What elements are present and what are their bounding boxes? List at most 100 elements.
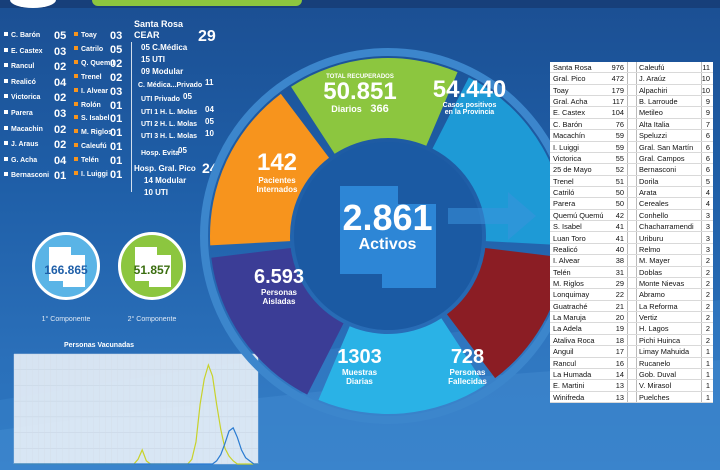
mid-list-item: I. Luiggi 01 [74,169,130,184]
privado-label: C. Médica...Privado [138,82,203,89]
muestras-line-1: Muestras [341,368,378,377]
locality-table: Santa Rosa 976 Caleufú 11 Gral. Pico 472 J. Ar… [550,62,713,403]
table-row: Toay 179 Alpachiri 10 [550,85,713,97]
table-left-name: Winifreda [553,392,585,402]
positivos-segment: 54.440 Casos positivos en la Provincia [412,78,527,117]
left-list-value: 01 [54,170,67,183]
bullet-icon [4,47,8,52]
table-right-value: 2 [705,324,710,334]
table-right-value: 11 [702,63,710,72]
table-left-name: Quemú Quemú [553,210,604,220]
left-list-name: E. Castex [11,47,43,55]
table-row: C. Barón 76 Alta Italia 7 [550,119,713,131]
table-left-name: S. Isabel [553,222,582,232]
table-left-value: 76 [615,119,624,129]
table-left-value: 31 [615,267,624,277]
table-divider [701,62,702,403]
component-1-circle: 166.865 [32,232,100,300]
table-left-value: 16 [615,358,624,368]
table-right-name: Monte Nievas [639,278,685,288]
table-right-value: 3 [705,210,710,220]
left-list-item: G. Acha 04 [4,154,72,170]
cear-line-2: 15 UTI [141,55,166,64]
table-divider [627,62,628,403]
table-row: Gral. Acha 117 B. Larroude 9 [550,96,713,108]
table-right-value: 5 [705,176,710,186]
table-left-name: Luan Toro [553,233,586,243]
internados-wedge [210,93,330,246]
positivos-line-1: Casos positivos [442,102,497,109]
table-right-value: 10 [701,85,710,95]
left-list-name: Macachin [11,125,43,133]
table-left-name: Victorica [553,153,582,163]
table-row: Victorica 55 Gral. Campos 6 [550,153,713,165]
table-left-name: Trenel [553,176,574,186]
table-right-value: 2 [705,290,710,300]
aisladas-line-1: Personas [260,288,298,297]
mid-list-item: I. Alvear 03 [74,86,130,101]
left-list-name: J. Araus [11,141,39,149]
left-list-value: 02 [54,123,67,136]
table-row: Anguil 17 Limay Mahuida 1 [550,346,713,358]
table-left-value: 29 [615,278,624,288]
table-right-name: Gral. Campos [639,153,685,163]
table-right-name: Limay Mahuida [639,347,690,357]
internados-segment: 142 Pacientes Internados [232,149,322,195]
mid-list-value: 01 [110,113,123,126]
table-left-value: 18 [615,335,624,345]
table-left-value: 51 [615,176,624,186]
table-left-value: 472 [611,74,624,84]
component-2-value: 51.857 [133,263,171,277]
table-left-value: 20 [615,313,624,323]
table-row: Lonquimay 22 Abramo 2 [550,289,713,301]
table-right-name: Gob. Duval [639,369,676,379]
mid-list-item: Telén 01 [74,155,130,170]
bullet-icon [74,59,78,64]
table-left-name: Parera [553,199,576,209]
internados-value: 142 [256,149,298,176]
table-right-name: Alta Italia [639,119,670,129]
table-row: Trenel 51 Dorila 5 [550,176,713,188]
left-list-value: 02 [54,61,67,74]
table-right-value: 9 [705,97,710,107]
table-left-name: Telén [553,267,571,277]
table-left-value: 52 [615,165,624,175]
table-right-value: 6 [705,153,710,163]
table-row: I. Luiggi 59 Gral. San Martín 6 [550,142,713,153]
table-left-value: 50 [615,199,624,209]
bullet-icon [4,63,8,68]
table-row: 25 de Mayo 52 Bernasconi 6 [550,164,713,176]
bullet-icon [4,125,8,130]
table-left-value: 42 [615,210,624,220]
table-left-value: 104 [611,108,624,118]
positivos-line-2: en la Provincia [444,109,495,116]
bullet-icon [74,171,78,175]
table-right-name: V. Mirasol [639,381,672,391]
mid-list-name: Telén [81,157,99,165]
activos-value: 2.861 [342,197,433,238]
mid-list-name: Caleufú [81,143,107,151]
table-left-value: 55 [615,153,624,163]
bullet-icon [74,45,78,50]
table-right-name: Doblas [639,267,663,277]
table-left-value: 13 [615,392,624,402]
table-right-value: 9 [705,108,710,118]
table-left-name: La Adela [553,324,582,334]
table-left-name: E. Castex [553,108,586,118]
left-list-value: 04 [54,154,67,167]
table-row: Quemú Quemú 42 Conhello 3 [550,210,713,222]
center-activos: 2.861 Activos [330,200,445,254]
bullet-icon [74,157,78,162]
table-row: Gral. Pico 472 J. Araúz 10 [550,73,713,85]
bullet-icon [74,32,78,36]
table-right-value: 3 [705,222,710,232]
mid-list-name: I. Luiggi [81,171,108,178]
top-bar [0,0,720,8]
left-list-item: E. Castex 03 [4,46,72,61]
table-left-name: Gral. Acha [553,97,588,107]
logo-badge [10,0,56,8]
table-right-value: 3 [705,233,710,243]
bullet-icon [74,101,78,106]
table-right-name: J. Araúz [639,74,666,84]
table-left-value: 59 [615,131,624,141]
